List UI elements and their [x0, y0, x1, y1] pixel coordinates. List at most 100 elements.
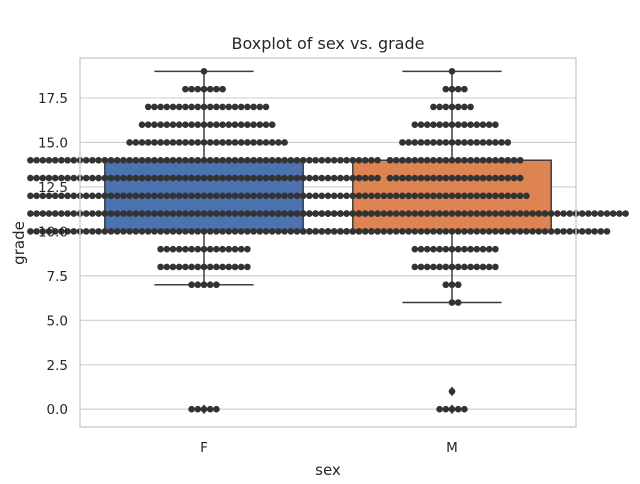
- swarm-point: [268, 121, 276, 128]
- swarm-point: [163, 245, 171, 253]
- swarm-point: [244, 121, 251, 128]
- swarm-point: [213, 405, 220, 413]
- swarm-point: [498, 174, 505, 182]
- swarm-point: [436, 174, 443, 182]
- swarm-point: [163, 174, 171, 182]
- swarm-point: [485, 245, 493, 253]
- swarm-point: [89, 228, 96, 235]
- swarm-point: [597, 228, 605, 235]
- swarm-point: [132, 210, 140, 217]
- swarm-point: [188, 139, 195, 146]
- swarm-point: [206, 263, 214, 271]
- swarm-point: [231, 156, 239, 164]
- swarm-point: [312, 156, 319, 164]
- swarm-point: [182, 139, 189, 146]
- swarm-point: [448, 405, 456, 413]
- swarm-point: [467, 156, 474, 164]
- swarm-point: [461, 121, 468, 128]
- swarm-point: [237, 263, 245, 271]
- swarm-point: [461, 245, 468, 253]
- swarm-point: [144, 121, 152, 128]
- swarm-point: [194, 263, 202, 271]
- swarm-point: [430, 228, 437, 235]
- swarm-point: [448, 68, 456, 75]
- swarm-point: [200, 156, 208, 164]
- swarm-point: [82, 192, 90, 200]
- swarm-point: [157, 228, 164, 235]
- swarm-point: [299, 174, 307, 182]
- swarm-point: [473, 121, 481, 128]
- swarm-point: [51, 156, 59, 164]
- swarm-point: [399, 228, 406, 235]
- swarm-point: [219, 156, 226, 164]
- swarm-point: [200, 228, 208, 235]
- swarm-point: [448, 139, 456, 146]
- swarm-point: [89, 156, 96, 164]
- swarm-point: [417, 210, 425, 217]
- swarm-point: [194, 405, 202, 413]
- swarm-point: [454, 281, 462, 289]
- swarm-point: [89, 174, 96, 182]
- swarm-point: [45, 174, 53, 182]
- swarm-point: [132, 192, 140, 200]
- swarm-point: [523, 210, 530, 217]
- swarm-point: [225, 192, 233, 200]
- swarm-point: [430, 139, 437, 146]
- swarm-point: [33, 228, 40, 235]
- swarm-point: [467, 174, 474, 182]
- swarm-point: [113, 174, 121, 182]
- swarm-point: [423, 192, 431, 200]
- swarm-point: [144, 210, 152, 217]
- swarm-point: [275, 174, 282, 182]
- swarm-point: [454, 228, 462, 235]
- swarm-point: [293, 156, 301, 164]
- swarm-point: [312, 228, 319, 235]
- swarm-point: [386, 192, 394, 200]
- swarm-point: [126, 228, 133, 235]
- swarm-point: [175, 245, 183, 253]
- swarm-point: [51, 192, 59, 200]
- swarm-point: [237, 210, 245, 217]
- swarm-point: [95, 174, 102, 182]
- swarm-point: [82, 174, 90, 182]
- swarm-point: [58, 192, 65, 200]
- swarm-point: [368, 228, 375, 235]
- swarm-point: [473, 174, 481, 182]
- swarm-point: [256, 228, 264, 235]
- swarm-point: [138, 174, 146, 182]
- swarm-point: [405, 174, 412, 182]
- y-tick-label: 0.0: [47, 402, 68, 418]
- swarm-point: [213, 228, 220, 235]
- swarm-point: [299, 228, 307, 235]
- swarm-point: [523, 228, 530, 235]
- swarm-point: [442, 192, 450, 200]
- swarm-point: [591, 210, 598, 217]
- swarm-point: [175, 210, 183, 217]
- swarm-point: [293, 210, 301, 217]
- swarm-point: [405, 210, 412, 217]
- swarm-point: [126, 192, 133, 200]
- swarm-point: [448, 228, 456, 235]
- swarm-point: [82, 210, 90, 217]
- swarm-point: [560, 228, 567, 235]
- swarm-point: [262, 156, 270, 164]
- swarm-point: [411, 121, 419, 128]
- swarm-point: [436, 245, 443, 253]
- swarm-point: [349, 174, 357, 182]
- swarm-point: [244, 103, 251, 111]
- swarm-point: [454, 299, 462, 306]
- x-tick-label: M: [446, 440, 458, 456]
- swarm-point: [138, 228, 146, 235]
- y-tick-label: 2.5: [47, 358, 68, 374]
- swarm-point: [454, 103, 462, 111]
- swarm-point: [461, 192, 468, 200]
- swarm-point: [399, 174, 406, 182]
- swarm-point: [368, 192, 375, 200]
- swarm-point: [175, 192, 183, 200]
- swarm-point: [448, 103, 456, 111]
- swarm-point: [132, 228, 140, 235]
- swarm-point: [392, 210, 400, 217]
- swarm-point: [250, 174, 257, 182]
- swarm-point: [461, 263, 468, 271]
- swarm-point: [529, 210, 536, 217]
